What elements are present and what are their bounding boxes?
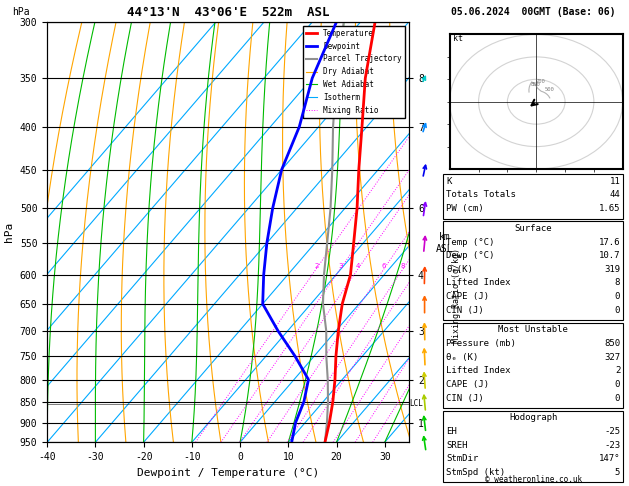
Text: 0: 0 xyxy=(615,292,620,301)
Text: 4: 4 xyxy=(356,262,360,269)
Text: 319: 319 xyxy=(604,265,620,274)
Text: EH: EH xyxy=(446,427,457,436)
Text: 15: 15 xyxy=(442,262,451,269)
Text: PW (cm): PW (cm) xyxy=(446,204,484,213)
Text: 17.6: 17.6 xyxy=(599,238,620,246)
Text: 2: 2 xyxy=(615,366,620,375)
Text: 6: 6 xyxy=(382,262,386,269)
Text: Dewp (°C): Dewp (°C) xyxy=(446,251,494,260)
Text: 0: 0 xyxy=(615,394,620,402)
Text: 05.06.2024  00GMT (Base: 06): 05.06.2024 00GMT (Base: 06) xyxy=(451,7,615,17)
Y-axis label: hPa: hPa xyxy=(4,222,14,242)
Text: 5: 5 xyxy=(615,468,620,477)
Text: 2: 2 xyxy=(314,262,319,269)
Text: -25: -25 xyxy=(604,427,620,436)
Text: 700: 700 xyxy=(536,79,545,84)
Text: 147°: 147° xyxy=(599,454,620,463)
Text: Temp (°C): Temp (°C) xyxy=(446,238,494,246)
Text: 44: 44 xyxy=(610,191,620,199)
Text: θₑ (K): θₑ (K) xyxy=(446,353,478,362)
Text: LCL: LCL xyxy=(409,399,423,408)
Text: Hodograph: Hodograph xyxy=(509,414,557,422)
Text: K: K xyxy=(446,177,452,186)
Text: 0: 0 xyxy=(615,380,620,389)
Text: 11: 11 xyxy=(610,177,620,186)
Text: CAPE (J): CAPE (J) xyxy=(446,380,489,389)
Text: 1.65: 1.65 xyxy=(599,204,620,213)
Text: hPa: hPa xyxy=(13,7,30,17)
Text: 10.7: 10.7 xyxy=(599,251,620,260)
Text: CAPE (J): CAPE (J) xyxy=(446,292,489,301)
Text: 850: 850 xyxy=(531,82,540,87)
Text: 20: 20 xyxy=(463,262,472,269)
Text: 850: 850 xyxy=(604,339,620,348)
Text: Lifted Index: Lifted Index xyxy=(446,366,511,375)
Text: Most Unstable: Most Unstable xyxy=(498,326,568,334)
X-axis label: Dewpoint / Temperature (°C): Dewpoint / Temperature (°C) xyxy=(137,468,319,478)
Text: 8: 8 xyxy=(615,278,620,287)
Title: 44°13'N  43°06'E  522m  ASL: 44°13'N 43°06'E 522m ASL xyxy=(127,6,329,19)
Text: 8: 8 xyxy=(401,262,406,269)
Text: 3: 3 xyxy=(338,262,343,269)
Text: 500: 500 xyxy=(545,87,555,92)
Text: CIN (J): CIN (J) xyxy=(446,394,484,402)
Text: Mixing Ratio (g/kg): Mixing Ratio (g/kg) xyxy=(452,248,460,343)
Text: CIN (J): CIN (J) xyxy=(446,306,484,314)
Text: Totals Totals: Totals Totals xyxy=(446,191,516,199)
Text: θₑ(K): θₑ(K) xyxy=(446,265,473,274)
Text: 0: 0 xyxy=(615,306,620,314)
Text: StmSpd (kt): StmSpd (kt) xyxy=(446,468,505,477)
Text: © weatheronline.co.uk: © weatheronline.co.uk xyxy=(484,474,582,484)
Legend: Temperature, Dewpoint, Parcel Trajectory, Dry Adiabat, Wet Adiabat, Isotherm, Mi: Temperature, Dewpoint, Parcel Trajectory… xyxy=(303,26,405,118)
Text: Lifted Index: Lifted Index xyxy=(446,278,511,287)
Text: 25: 25 xyxy=(480,262,489,269)
Text: Pressure (mb): Pressure (mb) xyxy=(446,339,516,348)
Text: Surface: Surface xyxy=(515,224,552,233)
Text: SREH: SREH xyxy=(446,441,467,450)
Text: kt: kt xyxy=(453,34,462,43)
Text: 327: 327 xyxy=(604,353,620,362)
Text: StmDir: StmDir xyxy=(446,454,478,463)
Text: -23: -23 xyxy=(604,441,620,450)
Y-axis label: km
ASL: km ASL xyxy=(436,232,454,254)
Text: 10: 10 xyxy=(414,262,423,269)
